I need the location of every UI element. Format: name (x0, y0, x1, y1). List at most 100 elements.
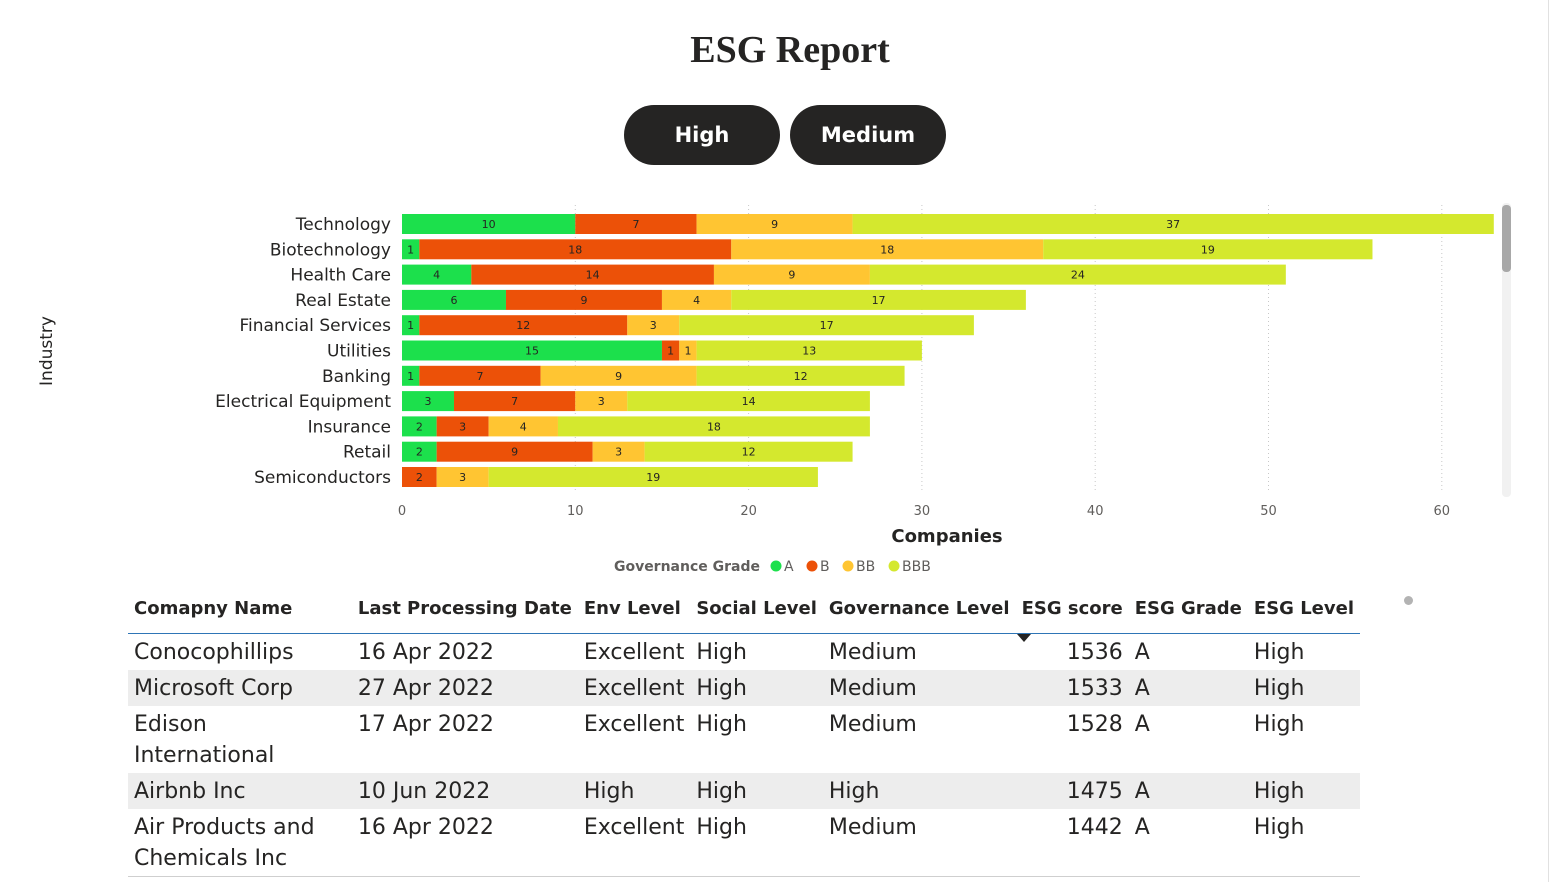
bar-data-label: 17 (872, 294, 886, 307)
table-row[interactable]: Conocophillips 16 Apr 2022 Excellent Hig… (128, 634, 1360, 671)
bar-data-label: 3 (459, 420, 466, 433)
bar-data-label: 7 (511, 395, 518, 408)
category-label: Health Care (290, 266, 391, 286)
bar-data-label: 12 (742, 446, 756, 459)
bar-data-label: 13 (802, 345, 816, 358)
bar-segment-b[interactable] (575, 214, 697, 234)
x-tick-label: 10 (567, 504, 584, 519)
cell-env: Excellent (577, 809, 691, 877)
bar-segment-bb[interactable] (627, 315, 680, 336)
bar-segment-bb[interactable] (575, 391, 628, 412)
bar-segment-b[interactable] (453, 391, 576, 412)
medium-filter-button[interactable]: Medium (790, 105, 946, 165)
category-label: Banking (322, 367, 391, 387)
bar-segment-bb[interactable] (488, 416, 558, 437)
bar-segment-bbb[interactable] (869, 264, 1286, 285)
bar-segment-bb[interactable] (436, 467, 489, 487)
cell-level: High (1253, 712, 1305, 737)
bar-segment-bb[interactable] (592, 441, 645, 462)
cell-date: 16 Apr 2022 (351, 809, 578, 877)
bar-segment-b[interactable] (419, 365, 541, 386)
bar-segment-a[interactable] (402, 365, 420, 386)
category-label: Insurance (308, 417, 391, 437)
bar-data-label: 3 (650, 319, 657, 332)
chart-scrollbar-thumb[interactable] (1502, 205, 1511, 272)
column-header-date[interactable]: Last Processing Date (351, 592, 578, 634)
bar-data-label: 17 (820, 319, 834, 332)
cell-governance: Medium (828, 712, 917, 737)
bar-segment-bb[interactable] (731, 239, 1044, 260)
bar-segment-b[interactable] (402, 467, 437, 487)
bar-segment-b[interactable] (661, 340, 680, 361)
category-label: Technology (295, 215, 391, 235)
column-header-grade[interactable]: ESG Grade (1128, 592, 1248, 634)
bar-segment-a[interactable] (402, 264, 472, 285)
cell-score: 1475 (1015, 773, 1129, 809)
bar-segment-bb[interactable] (713, 264, 870, 285)
bar-segment-bb[interactable] (679, 340, 697, 361)
column-header-company[interactable]: Comapny Name (128, 592, 352, 634)
bar-data-label: 3 (615, 446, 622, 459)
column-header-score[interactable]: ESG score (1015, 592, 1129, 642)
bar-data-label: 2 (416, 420, 423, 433)
x-tick-label: 30 (914, 504, 931, 519)
cell-level: High (1253, 640, 1305, 665)
bar-data-label: 6 (450, 294, 457, 307)
bar-data-label: 1 (684, 345, 691, 358)
bar-data-label: 14 (742, 395, 756, 408)
bar-data-label: 1 (407, 370, 414, 383)
cell-governance: Medium (828, 640, 917, 665)
bar-segment-a[interactable] (402, 289, 506, 310)
table-header-row: Comapny Name Last Processing Date Env Le… (128, 592, 1360, 642)
table-row[interactable]: Air Products and Chemicals Inc 16 Apr 20… (128, 809, 1360, 877)
bar-segment-a[interactable] (402, 239, 420, 260)
bar-data-label: 14 (586, 269, 600, 282)
bar-segment-b[interactable] (419, 315, 628, 336)
bar-segment-a[interactable] (402, 391, 454, 412)
table-row[interactable]: Microsoft Corp 27 Apr 2022 Excellent Hig… (128, 670, 1360, 706)
bar-data-label: 1 (407, 243, 414, 256)
category-label: Biotechnology (270, 240, 391, 260)
table-row[interactable]: Airbnb Inc 10 Jun 2022 High High High 14… (128, 773, 1360, 809)
bar-data-label: 3 (424, 395, 431, 408)
column-header-social[interactable]: Social Level (690, 592, 823, 634)
high-filter-button[interactable]: High (624, 105, 780, 165)
column-header-level[interactable]: ESG Level (1247, 592, 1360, 634)
bar-segment-bb[interactable] (540, 365, 697, 386)
bar-segment-b[interactable] (436, 441, 593, 462)
bar-segment-bbb[interactable] (731, 289, 1026, 310)
bar-segment-bbb[interactable] (488, 467, 818, 487)
cell-governance: High (822, 773, 1016, 809)
bar-segment-b[interactable] (436, 416, 489, 437)
cell-social: High (696, 712, 747, 737)
bar-segment-bb[interactable] (661, 289, 732, 310)
bar-segment-bbb[interactable] (679, 315, 974, 336)
bar-segment-a[interactable] (402, 214, 576, 234)
bar-segment-bbb[interactable] (696, 340, 922, 361)
legend-label-a: A (784, 559, 794, 575)
chart-category-labels: Technology Biotechnology Health Care Real E… (215, 215, 391, 488)
esg-company-table: Comapny Name Last Processing Date Env Le… (128, 592, 1360, 877)
bar-segment-bbb[interactable] (696, 365, 905, 386)
chart-scrollbar-track[interactable] (1502, 203, 1511, 497)
bar-segment-bbb[interactable] (852, 214, 1494, 234)
cell-date: 17 Apr 2022 (357, 712, 494, 737)
table-row[interactable]: Edison International 17 Apr 2022 Excelle… (128, 706, 1360, 773)
column-header-env[interactable]: Env Level (577, 592, 691, 634)
bar-segment-bbb[interactable] (1043, 239, 1373, 260)
bar-segment-a[interactable] (402, 315, 420, 336)
bar-segment-b[interactable] (471, 264, 714, 285)
bar-segment-bbb[interactable] (627, 391, 870, 412)
bar-segment-a[interactable] (402, 441, 437, 462)
bar-segment-bb[interactable] (696, 214, 853, 234)
column-header-governance[interactable]: Governance Level (822, 592, 1016, 634)
bar-data-label: 15 (525, 345, 539, 358)
bar-segment-b[interactable] (419, 239, 732, 260)
bar-segment-b[interactable] (505, 289, 662, 310)
bar-segment-a[interactable] (402, 416, 437, 437)
bar-segment-a[interactable] (402, 340, 662, 361)
bar-segment-bbb[interactable] (557, 416, 870, 437)
bar-segment-bbb[interactable] (644, 441, 853, 462)
